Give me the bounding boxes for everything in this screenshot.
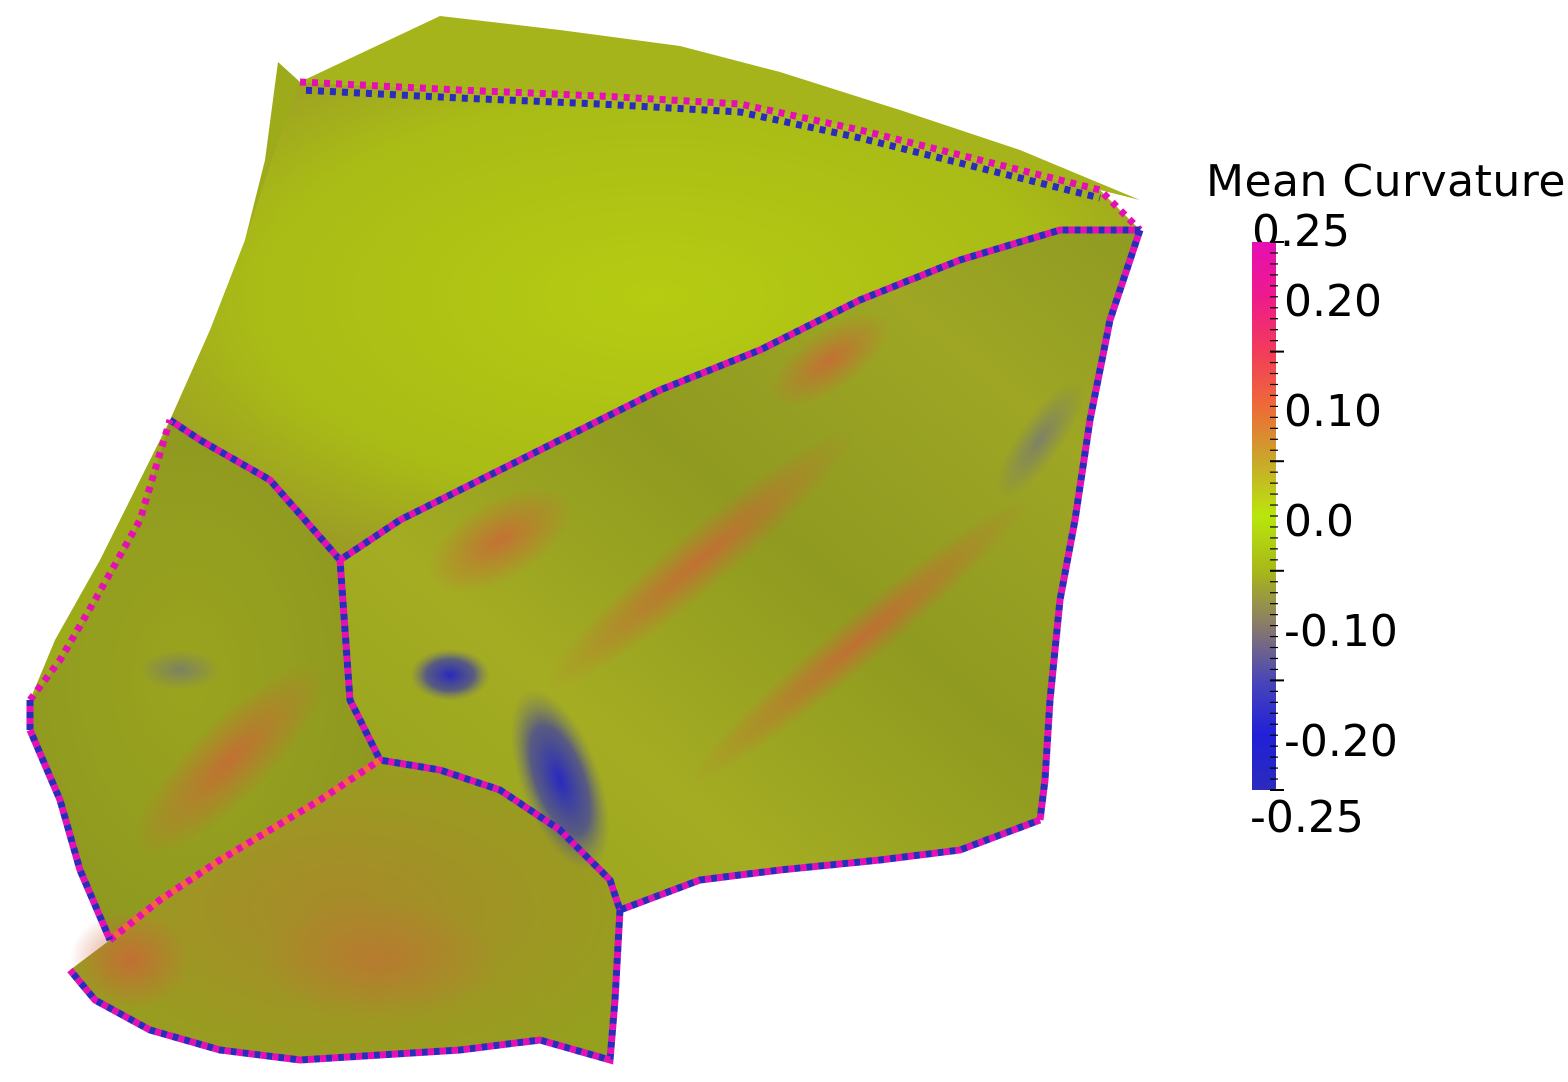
legend-tick-label: 0.10 (1284, 386, 1382, 437)
legend-min-label: -0.25 (1250, 792, 1364, 843)
top-face (170, 82, 1140, 560)
cool-region (410, 649, 490, 701)
warm-region (770, 312, 890, 408)
warm-region (260, 900, 500, 1020)
grey-region (140, 650, 220, 690)
grey-region (995, 381, 1085, 499)
top-strip-face (300, 16, 1140, 200)
legend-tick-label: 0.0 (1284, 496, 1354, 547)
legend-tick-label: -0.10 (1284, 606, 1398, 657)
cool-region (510, 689, 610, 871)
warm-region (70, 910, 190, 1010)
left-rim-face (30, 62, 300, 700)
warm-region (690, 497, 1030, 783)
warm-region (133, 663, 327, 857)
edge-spikes (26, 78, 1144, 1065)
legend-tick-label: -0.20 (1284, 716, 1398, 767)
warm-region (545, 429, 855, 691)
legend-ticks (1270, 241, 1284, 791)
warm-region (427, 487, 573, 593)
legend-title: Mean Curvature (1206, 156, 1566, 207)
legend-tick-label: 0.20 (1284, 276, 1382, 327)
